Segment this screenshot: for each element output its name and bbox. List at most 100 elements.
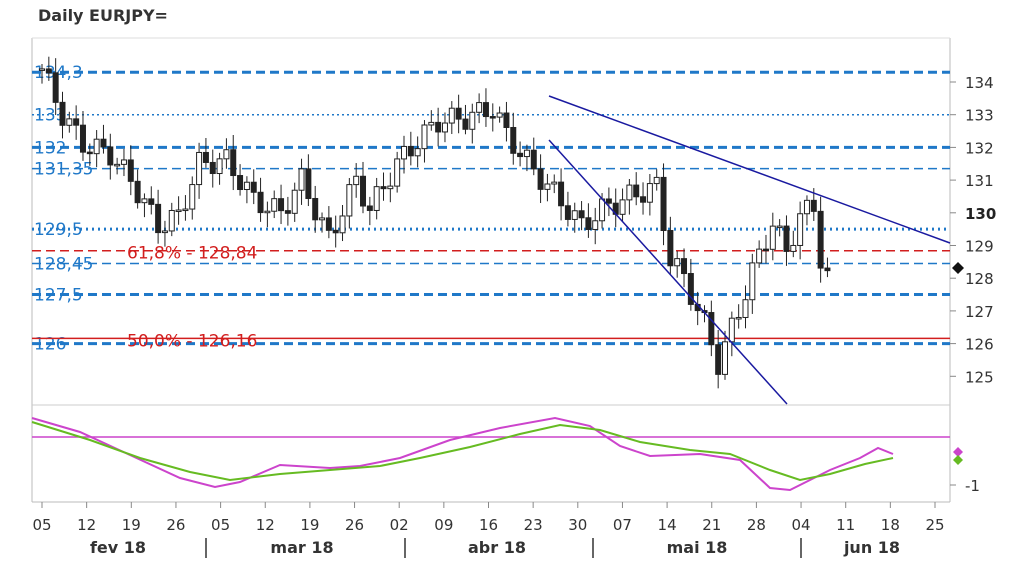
candle-body [722, 341, 728, 375]
level-label-3: 131,35 [34, 160, 93, 180]
candle-body [360, 175, 367, 207]
candle-body [141, 198, 148, 204]
level-label-5: 128,45 [34, 254, 93, 274]
candle-body [257, 191, 264, 214]
x-tick-label: 26 [345, 516, 364, 534]
candle-body [482, 102, 489, 118]
x-tick-label: 09 [434, 516, 453, 534]
level-label-6: 127,5 [34, 286, 83, 306]
oscillator-marker-green [953, 455, 963, 465]
candle-body [380, 186, 387, 190]
candle-body [674, 258, 681, 267]
fib-label-1: 50,0% - 126,16 [127, 331, 257, 351]
y-tick-label: 129 [965, 238, 994, 256]
candle-body [168, 209, 175, 232]
y-tick-label: 132 [965, 139, 994, 157]
candle-body [571, 210, 578, 220]
candle-body [421, 124, 428, 150]
candle-body [523, 149, 530, 158]
y-tick-label: 131 [965, 172, 994, 190]
candle-body [52, 72, 59, 103]
candle-body [319, 217, 326, 221]
x-tick-label: 30 [568, 516, 587, 534]
candle-body [503, 112, 510, 128]
candle-body [530, 149, 537, 170]
candle-body [400, 145, 407, 160]
candle-body [455, 107, 462, 120]
candle-body [715, 344, 722, 375]
level-label-2: 132 [34, 138, 66, 158]
candle-body [469, 111, 476, 130]
candle-body [127, 159, 134, 182]
candle-body [783, 225, 790, 252]
candle-body [653, 176, 660, 185]
candle-body [155, 203, 162, 234]
candle-body [476, 102, 483, 113]
candle-body [817, 210, 824, 269]
candle-body [114, 163, 121, 167]
candle-body [428, 121, 435, 126]
candle-body [599, 198, 606, 222]
candle-body [59, 101, 66, 126]
chart-frame [31, 37, 951, 503]
candle-body [496, 112, 503, 118]
candle-body [339, 215, 346, 234]
fib-label-0: 61,8% - 128,84 [127, 244, 257, 264]
x-tick-label: 04 [792, 516, 811, 534]
candle-body [756, 248, 763, 264]
x-tick-label: 16 [479, 516, 498, 534]
candle-body [790, 244, 797, 252]
candle-body [373, 186, 380, 211]
x-tick-label: 05 [211, 516, 230, 534]
candle-body [271, 198, 278, 212]
candle-body [387, 185, 394, 190]
candle-body [291, 189, 298, 214]
x-tick-label: 28 [747, 516, 766, 534]
candle-body [278, 198, 285, 212]
y-tick-label: 125 [965, 368, 994, 386]
candle-body [161, 230, 168, 234]
level-label-1: 133 [34, 106, 66, 126]
candle-body [182, 208, 189, 212]
candle-body [646, 183, 653, 203]
level-label-4: 129,5 [34, 220, 83, 240]
candle-body [93, 138, 100, 155]
x-tick-label: 14 [658, 516, 677, 534]
candle-body [346, 184, 353, 217]
x-tick-label: 23 [524, 516, 543, 534]
candle-body [73, 118, 80, 126]
x-tick-label: 25 [925, 516, 944, 534]
candle-body [196, 151, 203, 186]
oscillator-line-green [31, 421, 894, 482]
candle-body [605, 198, 612, 204]
candle-body [305, 168, 312, 199]
candle-body [39, 68, 45, 71]
x-tick-label: 07 [613, 516, 632, 534]
oscillator-line-magenta [31, 416, 894, 492]
month-label: fev 18 [90, 538, 146, 557]
candle-body [209, 161, 216, 175]
candle-body [510, 126, 517, 154]
candle-body [325, 217, 332, 231]
x-tick-label: 18 [881, 516, 900, 534]
candle-body [243, 181, 250, 191]
candle-body [742, 299, 749, 318]
x-tick-label: 19 [300, 516, 319, 534]
candle-body [148, 198, 155, 205]
month-label: jun 18 [843, 538, 900, 557]
candle-body [824, 267, 831, 272]
candle-body [237, 175, 244, 191]
candle-body [175, 209, 182, 213]
candle-body [551, 181, 558, 185]
candle-body [441, 122, 448, 133]
candle-body [298, 168, 305, 191]
candle-body [394, 158, 401, 187]
last-price-label: 130 [965, 205, 996, 223]
candle-body [578, 210, 585, 219]
candle-body [762, 248, 769, 252]
candle-body [264, 210, 271, 214]
x-tick-label: 12 [256, 516, 275, 534]
candle-body [45, 68, 52, 74]
candle-body [134, 180, 141, 204]
y-tick-label: 126 [965, 336, 994, 354]
